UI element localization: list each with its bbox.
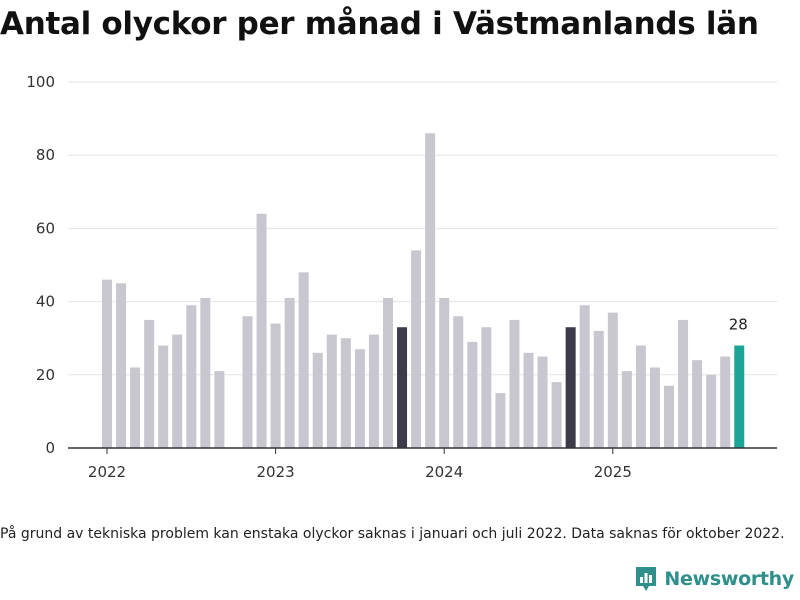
bar-2023-05[interactable]	[326, 334, 337, 448]
bar-2022-11[interactable]	[242, 316, 253, 448]
bar-2025-05[interactable]	[664, 385, 674, 448]
bar-2023-10[interactable]	[397, 327, 408, 448]
bar-2022-09[interactable]	[214, 371, 225, 448]
bar-2024-04[interactable]	[481, 327, 492, 448]
bar-2024-03[interactable]	[467, 341, 478, 448]
bar-2025-07[interactable]	[692, 360, 703, 448]
bar-2022-12[interactable]	[256, 213, 267, 448]
bar-2025-02[interactable]	[621, 371, 632, 448]
bar-2025-06[interactable]	[678, 319, 689, 448]
bar-2023-01[interactable]	[270, 323, 281, 448]
bar-2022-03[interactable]	[130, 367, 141, 448]
footnote: På grund av tekniska problem kan enstaka…	[0, 526, 785, 542]
bar-2023-11[interactable]	[411, 250, 422, 448]
bar-2024-01[interactable]	[439, 297, 450, 448]
bar-2022-05[interactable]	[158, 345, 169, 448]
bar-2025-08[interactable]	[706, 374, 717, 448]
brand-name: Newsworthy	[664, 568, 794, 590]
bar-2023-06[interactable]	[340, 338, 351, 448]
bar-2022-07[interactable]	[186, 305, 197, 448]
bar-2022-06[interactable]	[172, 334, 183, 448]
y-tick-label-40: 40	[36, 293, 55, 311]
y-tick-label-100: 100	[26, 73, 55, 91]
bar-2023-09[interactable]	[383, 297, 393, 448]
x-tick-label-2024: 2024	[425, 463, 463, 480]
bar-2024-10[interactable]	[565, 327, 576, 448]
newsworthy-logo-icon	[636, 567, 657, 591]
bar-2025-04[interactable]	[649, 367, 660, 448]
bar-2024-05[interactable]	[495, 393, 506, 448]
y-tick-label-80: 80	[36, 146, 55, 164]
bar-2023-02[interactable]	[284, 297, 295, 448]
bar-2022-01[interactable]	[102, 279, 112, 448]
chart-title: Antal olyckor per månad i Västmanlands l…	[0, 6, 759, 42]
bar-2025-01[interactable]	[607, 312, 618, 448]
bar-2023-03[interactable]	[298, 272, 309, 448]
bar-2024-07[interactable]	[523, 352, 534, 448]
bar-2022-02[interactable]	[116, 283, 127, 448]
bar-2022-04[interactable]	[144, 319, 155, 448]
bar-2024-11[interactable]	[579, 305, 590, 448]
bar-2025-10[interactable]	[734, 345, 745, 448]
bar-2024-12[interactable]	[593, 330, 604, 448]
x-tick-label-2023: 2023	[257, 463, 295, 480]
y-tick-label-20: 20	[36, 366, 55, 384]
bar-2022-08[interactable]	[200, 297, 211, 448]
brand-logo[interactable]: Newsworthy	[634, 564, 794, 594]
bar-2023-08[interactable]	[368, 334, 379, 448]
bar-2024-09[interactable]	[551, 382, 562, 448]
bar-2025-09[interactable]	[720, 356, 731, 449]
bar-2023-12[interactable]	[425, 133, 436, 448]
data-label-2025-10: 28	[729, 316, 748, 334]
bar-2025-03[interactable]	[635, 345, 646, 448]
bar-2024-06[interactable]	[509, 319, 520, 448]
bar-chart: 0 20 40 60 80 100 2022 2023 2024 2025 28	[26, 73, 777, 480]
x-tick-label-2022: 2022	[88, 463, 126, 480]
bar-2023-07[interactable]	[354, 349, 365, 448]
bar-2024-02[interactable]	[453, 316, 464, 448]
bar-2023-04[interactable]	[312, 352, 323, 448]
bar-2024-08[interactable]	[537, 356, 548, 449]
x-tick-label-2025: 2025	[594, 463, 632, 480]
y-tick-label-0: 0	[45, 439, 55, 457]
y-tick-label-60: 60	[36, 219, 55, 237]
